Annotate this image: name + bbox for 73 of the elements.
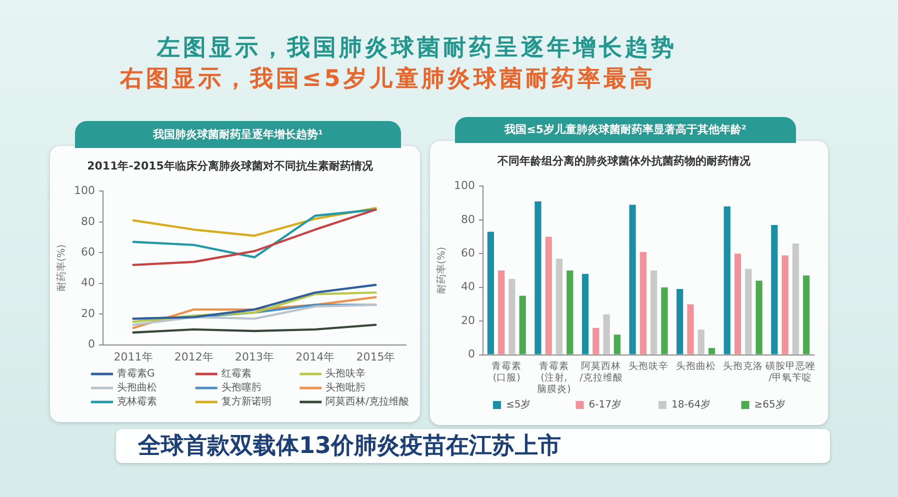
- bar: [724, 206, 730, 354]
- legend-label: 6-17岁: [588, 398, 622, 411]
- bar: [687, 304, 694, 354]
- chart-subtitle: 不同年龄组分离的肺炎球菌体外抗菌药物的耐药情况: [496, 154, 752, 168]
- x-tick-label: 2014年: [296, 350, 335, 364]
- bar: [545, 236, 552, 354]
- x-tick-label: 2013年: [235, 350, 274, 364]
- bar: [498, 270, 505, 354]
- x-tick-label: 头孢呋辛: [628, 360, 668, 372]
- legend-label: 18-64岁: [672, 398, 711, 411]
- legend-label: 头孢噻肟: [221, 382, 262, 394]
- y-tick-label: 80: [80, 214, 95, 228]
- bar: [582, 274, 589, 354]
- legend-label: 头孢吡肟: [326, 382, 366, 394]
- y-axis-title: 耐药率(%): [56, 244, 68, 292]
- bar: [519, 296, 526, 354]
- legend-label: 青霉素G: [116, 368, 155, 380]
- bar: [508, 278, 516, 354]
- bar: [734, 254, 742, 354]
- y-tick-label: 0: [468, 348, 475, 361]
- x-tick-label: 阿莫西林/克拉维酸: [580, 360, 623, 384]
- y-tick-label: 60: [460, 246, 475, 260]
- bar: [803, 276, 810, 354]
- chart-subtitle: 2011年-2015年临床分离肺炎球菌对不同抗生素耐药情况: [87, 159, 374, 172]
- legend-label: ≥65岁: [754, 398, 786, 411]
- bar: [592, 328, 600, 354]
- text: 右图显示，我国≤5岁儿童肺炎球菌耐药率最高: [120, 65, 656, 94]
- chart-title: 我国肺炎球菌耐药呈逐年增长趋势¹: [75, 121, 401, 148]
- y-tick-label: 0: [88, 338, 95, 351]
- bar: [792, 244, 799, 354]
- bar: [745, 268, 752, 354]
- x-tick-label: 头孢曲松: [676, 360, 716, 372]
- y-tick-label: 40: [460, 280, 475, 294]
- bar: [661, 287, 668, 354]
- bar: [487, 232, 494, 354]
- x-tick-label: 头孢克洛: [723, 360, 764, 372]
- y-axis-title: 耐药率(%): [436, 246, 448, 294]
- y-tick-label: 100: [454, 179, 475, 192]
- x-tick-label: 青霉素(口服): [492, 360, 522, 384]
- y-tick-label: 20: [460, 314, 475, 327]
- bar: [566, 270, 574, 354]
- x-tick-label: 2011年: [114, 350, 153, 364]
- legend-label: 阿莫西林/克拉维酸: [326, 396, 410, 408]
- x-tick-label: 2012年: [174, 350, 214, 364]
- y-tick-label: 20: [80, 306, 95, 320]
- legend-label: 红霉素: [221, 368, 252, 380]
- legend-label: 克林霉素: [116, 396, 157, 408]
- bar: [771, 224, 778, 354]
- x-tick-label: 青霉素(注射,脑膜炎): [537, 360, 571, 395]
- legend-label: 复方新诺明: [221, 396, 272, 408]
- bar: [650, 270, 658, 354]
- text: 左图显示，我国肺炎球菌耐药呈逐年增长趋势: [157, 34, 677, 63]
- y-tick-label: 80: [460, 212, 475, 226]
- y-tick-label: 60: [80, 246, 95, 258]
- text: 全球首款双载体13价肺炎疫苗在江苏上市: [138, 432, 562, 461]
- bar: [640, 252, 646, 354]
- legend-label: 头孢曲松: [116, 382, 157, 394]
- x-tick-label: 2015年: [356, 350, 396, 364]
- bar: [676, 289, 684, 354]
- chart-title: 我国≤5岁儿童肺炎球菌耐药率显著高于其他年龄²: [455, 117, 796, 143]
- bar: [603, 314, 610, 354]
- bar: [782, 255, 788, 354]
- bar: [556, 258, 563, 354]
- bar: [629, 204, 636, 354]
- bar: [708, 348, 716, 354]
- bar: [534, 201, 542, 354]
- bar: [698, 330, 704, 354]
- x-tick-label: 磺胺甲恶唑/甲氧苄啶: [764, 360, 816, 384]
- legend-label: ≤5岁: [506, 398, 531, 411]
- bar: [614, 334, 620, 354]
- y-tick-label: 40: [80, 276, 95, 290]
- y-tick-label: 100: [74, 184, 95, 198]
- bar: [756, 280, 762, 354]
